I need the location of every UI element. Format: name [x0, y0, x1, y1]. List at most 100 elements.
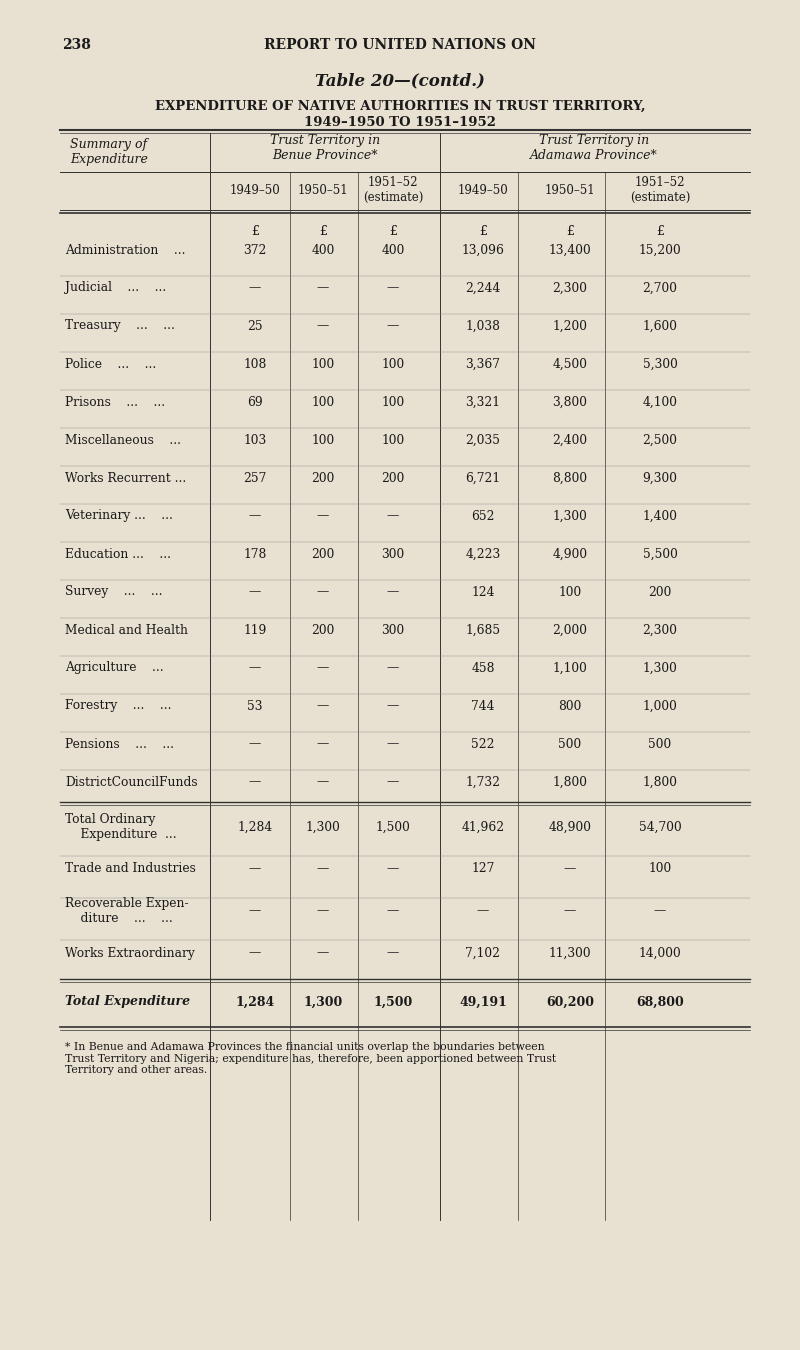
Text: 124: 124	[471, 586, 494, 598]
Text: Works Extraordinary: Works Extraordinary	[65, 946, 194, 960]
Text: —: —	[387, 904, 399, 918]
Text: 400: 400	[382, 243, 405, 256]
Text: —: —	[317, 662, 329, 675]
Text: 200: 200	[311, 548, 334, 560]
Text: 2,400: 2,400	[553, 433, 587, 447]
Text: Trust Territory in
Benue Province*: Trust Territory in Benue Province*	[270, 134, 380, 162]
Text: Works Recurrent ...: Works Recurrent ...	[65, 471, 186, 485]
Text: 1,500: 1,500	[375, 821, 410, 833]
Text: —: —	[249, 863, 261, 876]
Text: 2,035: 2,035	[466, 433, 501, 447]
Text: 53: 53	[247, 699, 262, 713]
Text: 68,800: 68,800	[636, 995, 684, 1008]
Text: —: —	[249, 904, 261, 918]
Text: Medical and Health: Medical and Health	[65, 624, 188, 636]
Text: * In Benue and Adamawa Provinces the financial units overlap the boundaries betw: * In Benue and Adamawa Provinces the fin…	[65, 1042, 556, 1075]
Text: 9,300: 9,300	[642, 471, 678, 485]
Text: —: —	[654, 904, 666, 918]
Text: —: —	[387, 586, 399, 598]
Text: Survey    ...    ...: Survey ... ...	[65, 586, 162, 598]
Text: Total Expenditure: Total Expenditure	[65, 995, 190, 1008]
Text: —: —	[387, 737, 399, 751]
Text: 5,300: 5,300	[642, 358, 678, 370]
Text: —: —	[317, 699, 329, 713]
Text: £: £	[479, 225, 487, 238]
Text: 257: 257	[243, 471, 266, 485]
Text: Treasury    ...    ...: Treasury ... ...	[65, 320, 175, 332]
Text: —: —	[564, 904, 576, 918]
Text: 238: 238	[62, 38, 91, 53]
Text: —: —	[387, 320, 399, 332]
Text: —: —	[317, 586, 329, 598]
Text: 4,223: 4,223	[466, 548, 501, 560]
Text: Veterinary ...    ...: Veterinary ... ...	[65, 509, 173, 522]
Text: 200: 200	[311, 471, 334, 485]
Text: —: —	[249, 775, 261, 788]
Text: Total Ordinary
    Expenditure  ...: Total Ordinary Expenditure ...	[65, 813, 177, 841]
Text: 522: 522	[471, 737, 494, 751]
Text: 54,700: 54,700	[638, 821, 682, 833]
Text: 100: 100	[648, 863, 672, 876]
Text: —: —	[387, 282, 399, 294]
Text: Police    ...    ...: Police ... ...	[65, 358, 156, 370]
Text: 800: 800	[558, 699, 582, 713]
Text: 3,367: 3,367	[466, 358, 501, 370]
Text: £: £	[656, 225, 664, 238]
Text: 2,500: 2,500	[642, 433, 678, 447]
Text: 2,700: 2,700	[642, 282, 678, 294]
Text: 200: 200	[311, 624, 334, 636]
Text: 11,300: 11,300	[549, 946, 591, 960]
Text: 500: 500	[648, 737, 672, 751]
Text: 300: 300	[382, 624, 405, 636]
Text: 100: 100	[558, 586, 582, 598]
Text: —: —	[317, 509, 329, 522]
Text: 1,400: 1,400	[642, 509, 678, 522]
Text: —: —	[317, 737, 329, 751]
Text: —: —	[387, 946, 399, 960]
Text: —: —	[249, 586, 261, 598]
Text: 49,191: 49,191	[459, 995, 507, 1008]
Text: 1,300: 1,300	[306, 821, 341, 833]
Text: Table 20—(contd.): Table 20—(contd.)	[315, 72, 485, 89]
Text: 13,400: 13,400	[549, 243, 591, 256]
Text: —: —	[387, 509, 399, 522]
Text: 1,800: 1,800	[553, 775, 587, 788]
Text: 458: 458	[471, 662, 494, 675]
Text: 108: 108	[243, 358, 266, 370]
Text: 1,300: 1,300	[303, 995, 342, 1008]
Text: 4,500: 4,500	[553, 358, 587, 370]
Text: 1,300: 1,300	[553, 509, 587, 522]
Text: 1,800: 1,800	[642, 775, 678, 788]
Text: Judicial    ...    ...: Judicial ... ...	[65, 282, 166, 294]
Text: 372: 372	[243, 243, 266, 256]
Text: 15,200: 15,200	[638, 243, 682, 256]
Text: £: £	[319, 225, 327, 238]
Text: 400: 400	[311, 243, 334, 256]
Text: —: —	[564, 863, 576, 876]
Text: 100: 100	[382, 433, 405, 447]
Text: 8,800: 8,800	[553, 471, 587, 485]
Text: 100: 100	[382, 358, 405, 370]
Text: —: —	[317, 775, 329, 788]
Text: DistrictCouncilFunds: DistrictCouncilFunds	[65, 775, 198, 788]
Text: 2,244: 2,244	[466, 282, 501, 294]
Text: Forestry    ...    ...: Forestry ... ...	[65, 699, 171, 713]
Text: Recoverable Expen-
    diture    ...    ...: Recoverable Expen- diture ... ...	[65, 896, 189, 925]
Text: 178: 178	[243, 548, 266, 560]
Text: 1,000: 1,000	[642, 699, 678, 713]
Text: 100: 100	[311, 396, 334, 409]
Text: 200: 200	[382, 471, 405, 485]
Text: —: —	[317, 282, 329, 294]
Text: 1,038: 1,038	[466, 320, 501, 332]
Text: Administration    ...: Administration ...	[65, 243, 186, 256]
Text: Summary of
Expenditure: Summary of Expenditure	[70, 138, 148, 166]
Text: 652: 652	[471, 509, 494, 522]
Text: 1,284: 1,284	[235, 995, 274, 1008]
Text: 7,102: 7,102	[466, 946, 501, 960]
Text: —: —	[249, 946, 261, 960]
Text: 103: 103	[243, 433, 266, 447]
Text: 1,685: 1,685	[466, 624, 501, 636]
Text: 41,962: 41,962	[462, 821, 505, 833]
Text: 1,100: 1,100	[553, 662, 587, 675]
Text: —: —	[249, 282, 261, 294]
